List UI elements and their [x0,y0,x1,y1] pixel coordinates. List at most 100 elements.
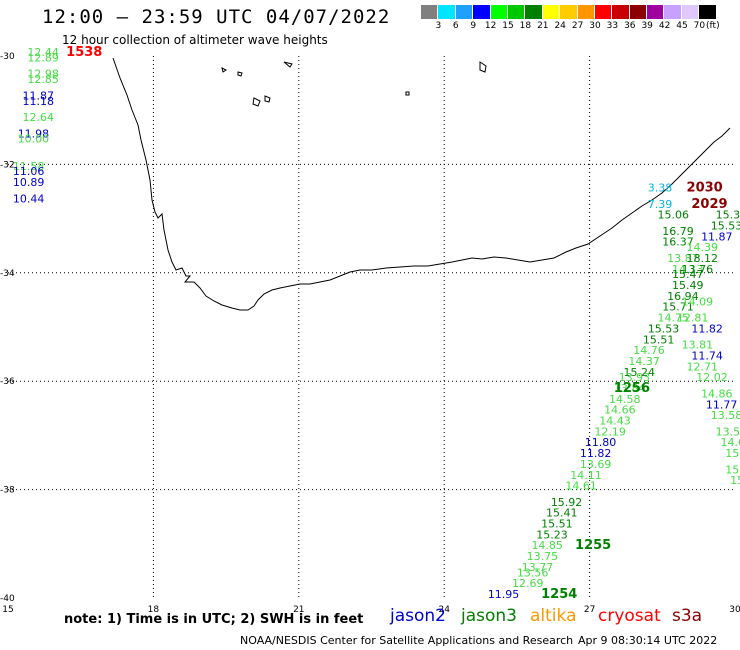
wave-height-value: 12.02 [696,371,728,384]
color-swatch [594,5,613,19]
lat-tick-label: -32 [0,160,15,170]
wave-height-value: 3.38 [648,182,673,195]
wave-height-value: 15.06 [657,209,689,222]
pass-time-label: 2029 [691,197,727,212]
wave-height-value: 13.51 [716,425,740,438]
wave-height-value: 15.23 [536,528,568,541]
wave-height-value: 15.7 [730,474,740,487]
lon-tick-label: 24 [438,605,450,615]
pass-time-label: 2030 [687,181,723,196]
wave-height-value: 14.75 [657,312,689,325]
pass-time-label: 1255 [575,538,611,553]
wave-height-value: 11.82 [691,322,723,335]
map-title: 12:00 – 23:59 UTC 04/07/2022 [42,6,391,28]
wave-height-value: 16.37 [662,236,694,249]
legend-item-cryosat: cryosat [598,606,661,626]
color-swatch [525,5,543,19]
wave-height-value: 14.39 [687,241,719,254]
wave-height-value: 11.77 [706,398,738,411]
pass-time-label: 1254 [541,587,577,602]
island [283,61,293,68]
wave-height-value: 11.82 [580,447,612,460]
wave-height-value: 12.81 [677,312,709,325]
lat-tick-label: -30 [0,52,15,62]
wave-height-value: 15.92 [551,496,583,509]
color-scale-label: 18 [519,21,532,31]
color-scale-label: 36 [624,21,636,31]
color-scale-label: 42 [658,21,671,31]
wave-height-value: 13.75 [527,550,559,563]
wave-height-value: 12.44 [27,46,58,59]
lon-tick-label: 18 [148,605,160,615]
lon-tick-label: 27 [584,605,595,615]
wave-height-value: 11.06 [13,165,44,178]
color-scale-label: 45 [676,21,688,31]
wave-height-value: 14.09 [682,295,714,308]
lat-tick-label: -36 [0,377,15,387]
lon-tick-label: 30 [729,605,740,615]
color-scale-label: 6 [452,21,459,31]
island [252,97,261,107]
wave-height-value: 10.44 [13,192,44,205]
footnote: note: 1) Time is in UTC; 2) SWH is in fe… [64,612,364,627]
wave-height-value: 11.95 [488,588,520,601]
wave-height-value: 12.19 [594,425,626,438]
lat-lon-grid: 15 18 21 24 27 30 -30 -32 -34 -36 -38 -40 [0,52,740,615]
legend-item-jason2: jason2 [390,606,446,626]
wave-height-value: 14.85 [531,539,563,552]
color-scale-label: 15 [502,21,514,31]
island [479,61,487,73]
wave-height-value: 18.12 [687,252,719,265]
color-swatch [560,5,578,19]
color-scale-label: 12 [484,21,497,31]
wave-height-value: 15.51 [643,333,675,346]
color-swatch [612,5,630,19]
wave-height-value: 14.76 [633,344,665,357]
wave-height-value: 11.98 [18,127,50,140]
wave-height-value: 11.87 [701,230,733,243]
timestamp: Apr 9 08:30:14 UTC 2022 [578,634,718,647]
color-swatch [473,5,491,19]
wave-height-value: 15.53 [648,322,680,335]
color-scale-label: 21 [537,21,549,31]
wave-height-value: 14.66 [604,404,636,417]
color-scale-label: 27 [571,21,584,31]
wave-height-value: 15.8 [725,463,740,476]
wave-height-value: 15.51 [541,518,573,531]
color-swatch [421,5,439,19]
wave-height-value: 13.81 [682,339,714,352]
color-swatch [455,5,474,19]
wave-height-value: 15.24 [624,366,656,379]
island [405,91,410,96]
color-swatch [577,5,595,19]
wave-height-value: 15.41 [546,507,578,520]
wave-height-value: 14.43 [599,415,631,428]
color-swatch [647,5,665,19]
wave-height-value: 13.76 [682,263,714,276]
color-scale-label: 33 [606,21,619,31]
color-swatch [699,5,717,19]
wave-height-value: 11.74 [691,350,723,363]
wave-height-value: 14.61 [565,480,597,493]
color-swatch [507,5,526,19]
wave-height-value: 14.86 [701,387,733,400]
color-scale-label: 39 [641,21,653,31]
wave-height-value: 13.84 [614,382,646,395]
color-scale-label: 9 [470,21,477,31]
wave-height-value: 13.93 [619,371,651,384]
wave-height-value: 12.69 [512,577,544,590]
wave-height-value: 15.47 [672,268,704,281]
island [221,67,227,73]
wave-height-value: 11.58 [13,160,44,173]
lat-tick-label: -34 [0,269,15,279]
wave-height-value: 14.37 [628,355,660,368]
pass-time-label: 1256 [614,381,650,396]
wave-height-value: 13.56 [517,566,549,579]
map-subtitle: 12 hour collection of altimeter wave hei… [62,33,328,47]
credit-line: NOAA/NESDIS Center for Satellite Applica… [240,634,574,647]
color-swatch [438,5,456,19]
wave-height-value: 12.64 [23,111,55,124]
color-swatch [681,5,700,19]
wave-height-value: 13.58 [711,409,740,422]
